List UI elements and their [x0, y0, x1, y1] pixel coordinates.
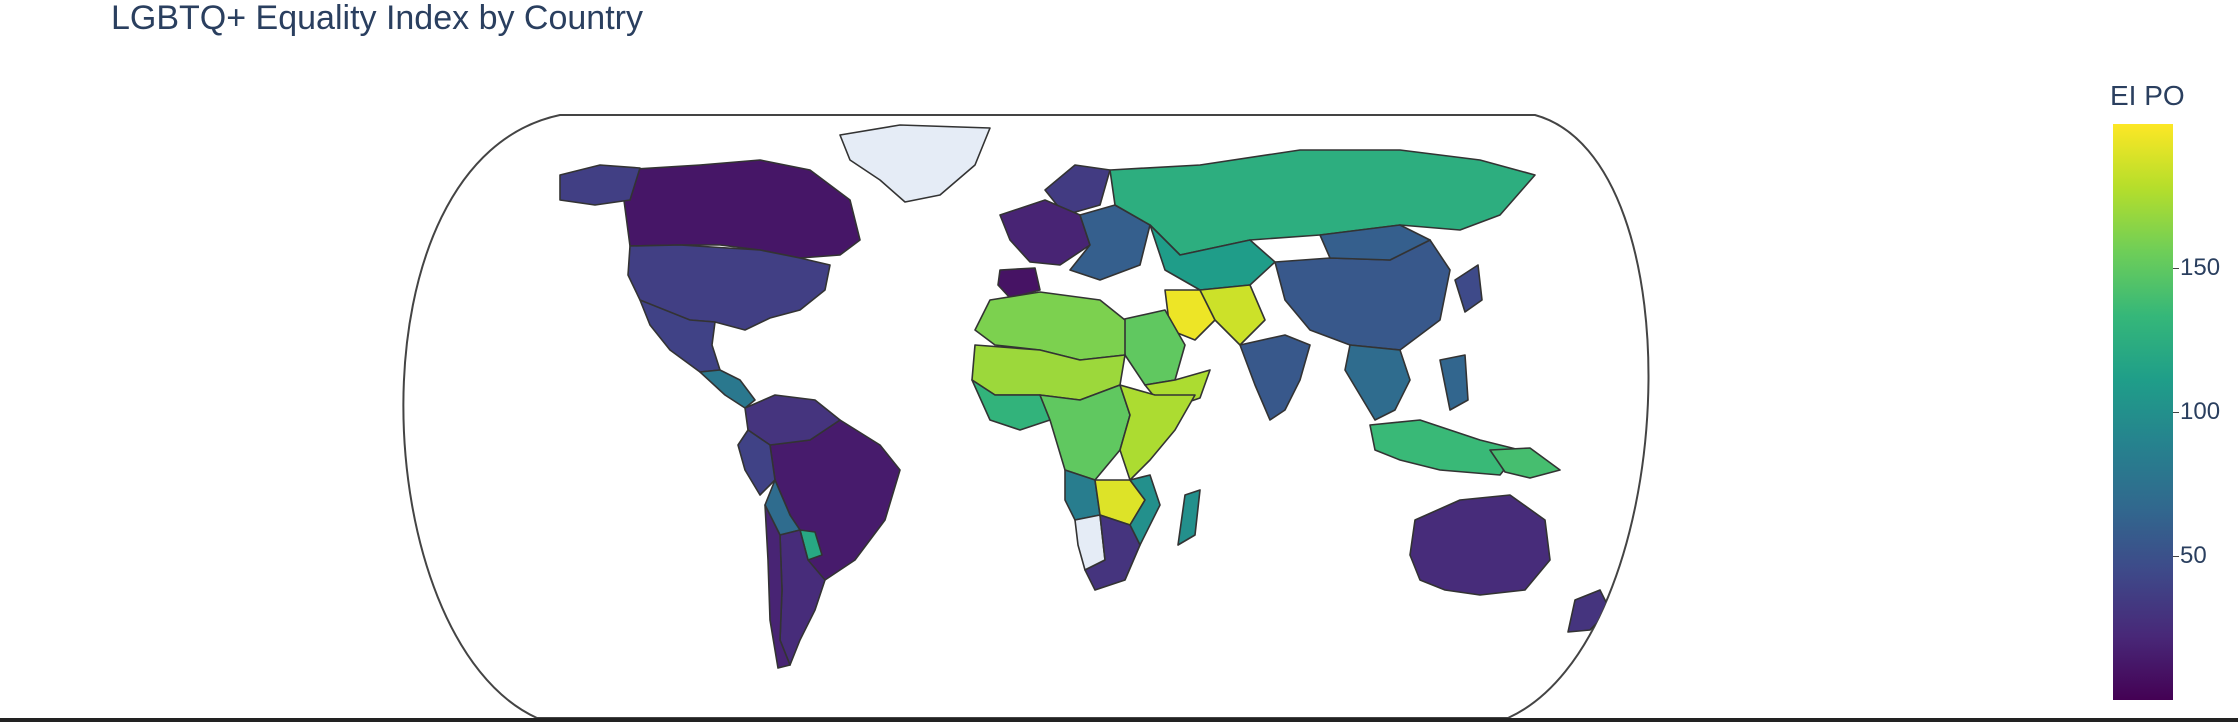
region-peru[interactable]: [737, 429, 776, 496]
colorbar-tick-mark: [2173, 268, 2179, 269]
region-madagascar[interactable]: [1177, 489, 1201, 546]
colorbar-tick-label: 50: [2180, 542, 2207, 569]
colorbar-tick-label: 100: [2180, 398, 2221, 425]
chart-title: LGBTQ+ Equality Index by Country: [111, 0, 643, 37]
region-western-europe[interactable]: [999, 199, 1091, 266]
region-philippines[interactable]: [1439, 354, 1469, 411]
region-central-america[interactable]: [699, 369, 756, 409]
region-kazakhstan-central-asia[interactable]: [1149, 224, 1276, 291]
bottom-border: [0, 718, 2238, 722]
region-southeast-asia[interactable]: [1344, 344, 1411, 421]
region-papua-new-guinea[interactable]: [1489, 447, 1561, 479]
colorbar-title: EI PO: [2110, 80, 2185, 111]
region-greenland[interactable]: [839, 124, 991, 203]
region-india[interactable]: [1239, 334, 1311, 421]
region-japan[interactable]: [1454, 264, 1483, 313]
colorbar-tick-mark: [2173, 556, 2179, 557]
colorbar: [2113, 124, 2173, 700]
region-mongolia[interactable]: [1319, 224, 1431, 261]
region-alaska[interactable]: [559, 164, 641, 206]
colorbar-tick-mark: [2173, 412, 2179, 413]
region-australia[interactable]: [1409, 494, 1551, 596]
region-chile[interactable]: [764, 504, 791, 669]
region-afghanistan-pakistan[interactable]: [1199, 284, 1266, 346]
region-indonesia-malaysia[interactable]: [1369, 419, 1521, 476]
region-south-africa[interactable]: [1084, 514, 1141, 591]
region-east-africa[interactable]: [1119, 384, 1196, 481]
colorbar-tick-label: 150: [2180, 254, 2221, 281]
